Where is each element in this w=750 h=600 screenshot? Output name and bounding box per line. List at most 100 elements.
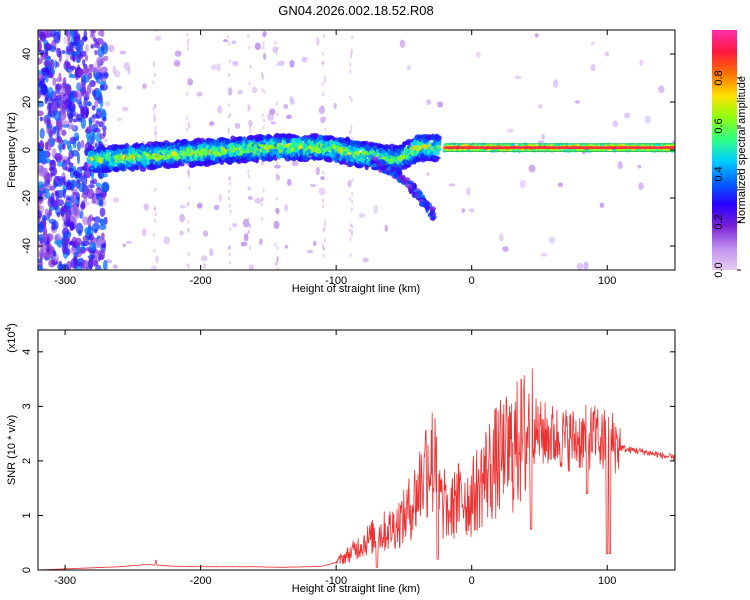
y-tick-label: 0 <box>21 567 33 573</box>
heatmap-cell <box>232 222 238 228</box>
heatmap-cell <box>87 145 95 152</box>
heatmap-cell <box>302 154 309 161</box>
heatmap-cell <box>387 170 391 174</box>
heatmap-cell <box>41 214 47 222</box>
heatmap-cell <box>89 80 96 88</box>
heatmap-cell <box>362 257 369 263</box>
heatmap-cell <box>187 169 190 174</box>
heatmap-cell <box>85 91 90 98</box>
heatmap-cell <box>413 184 417 190</box>
heatmap-cell <box>187 78 194 86</box>
heatmap-cell <box>67 31 71 42</box>
heatmap-cell <box>47 196 55 208</box>
heatmap-cell <box>43 188 50 194</box>
heatmap-cell <box>80 139 85 149</box>
heatmap-cell <box>154 104 157 109</box>
heatmap-cell <box>153 207 156 212</box>
heatmap-cell <box>61 215 67 222</box>
heatmap-cell <box>425 207 429 212</box>
heatmap-cell <box>76 141 81 151</box>
heatmap-cell <box>217 105 223 114</box>
heatmap-cell <box>276 257 279 262</box>
heatmap-cell <box>276 256 279 261</box>
heatmap-cell <box>590 63 596 72</box>
heatmap-cell <box>76 98 82 105</box>
heatmap-cell <box>260 202 263 207</box>
heatmap-cell <box>218 194 222 202</box>
heatmap-cell <box>38 40 41 50</box>
heatmap-cell <box>350 232 353 237</box>
heatmap-cell <box>323 75 326 80</box>
heatmap-cell <box>187 229 190 234</box>
colorbar-tick-label: 0.2 <box>713 214 725 229</box>
heatmap-cell <box>276 255 279 260</box>
heatmap-cell <box>201 255 208 262</box>
heatmap-cell <box>57 139 64 144</box>
heatmap-cell <box>57 263 65 270</box>
heatmap-cell <box>63 60 70 71</box>
heatmap-cell <box>272 46 278 53</box>
y-tick-label: 40 <box>21 48 33 60</box>
heatmap-cell <box>40 68 46 73</box>
heatmap-cell <box>350 207 353 212</box>
top-y-axis-label: Frequency (Hz) <box>6 112 18 188</box>
heatmap-cell <box>248 105 251 110</box>
heatmap-cell <box>248 195 251 200</box>
heatmap-cell <box>155 255 159 264</box>
heatmap-cell <box>153 113 156 118</box>
heatmap-cell <box>283 103 289 110</box>
heatmap-cell <box>54 190 58 197</box>
heatmap-cell <box>78 182 86 193</box>
x-tick-label: -200 <box>190 275 212 287</box>
heatmap-cell <box>229 181 232 186</box>
heatmap-cell <box>373 204 379 214</box>
heatmap-cell <box>101 42 109 55</box>
heatmap-cell <box>89 66 97 73</box>
heatmap-cell <box>228 244 231 249</box>
x-tick-label: -300 <box>54 275 76 287</box>
heatmap-cell <box>91 89 97 97</box>
heatmap-cell <box>263 52 267 61</box>
colorbar-tick-label: 0.0 <box>713 262 725 277</box>
heatmap-cell <box>247 174 250 179</box>
heatmap-cell <box>38 58 43 65</box>
heatmap-cell <box>254 42 261 51</box>
heatmap-cell <box>154 125 157 130</box>
heatmap-cell <box>276 160 279 165</box>
heatmap-cell <box>320 176 325 181</box>
heatmap-cell <box>274 222 277 227</box>
heatmap-cell <box>67 156 71 165</box>
heatmap-cell <box>617 160 623 170</box>
heatmap-cell <box>323 33 326 38</box>
heatmap-cell <box>49 129 53 138</box>
heatmap-cell <box>173 59 181 67</box>
heatmap-cell <box>44 97 48 104</box>
bottom-y-axis-label: SNR (10 * v/v) <box>6 415 18 485</box>
heatmap-cell <box>87 254 96 260</box>
heatmap-cell <box>227 127 230 132</box>
heatmap-cell <box>103 138 109 143</box>
heatmap-cell <box>67 145 73 152</box>
heatmap-cell <box>81 259 90 268</box>
colorbar-gradient <box>712 30 737 270</box>
bottom-x-axis-label: Height of straight line (km) <box>292 583 420 595</box>
heatmap-cell <box>333 102 337 110</box>
heatmap-cell <box>45 43 53 50</box>
heatmap-cell <box>234 122 241 129</box>
heatmap-cell <box>85 43 89 53</box>
heatmap-cell <box>247 230 250 235</box>
heatmap-cell <box>371 156 379 161</box>
heatmap-cell <box>228 189 231 194</box>
heatmap-cell <box>44 172 49 184</box>
heatmap-cell <box>53 110 62 122</box>
heatmap-cell <box>91 123 99 133</box>
heatmap-cell <box>38 265 44 270</box>
heatmap-cell <box>348 228 351 233</box>
snr-frame <box>37 329 676 571</box>
heatmap-cell <box>417 189 423 196</box>
heatmap-cell <box>102 116 107 122</box>
heatmap-cell <box>541 252 547 257</box>
heatmap-cell <box>98 199 104 207</box>
heatmap-cell <box>39 116 43 122</box>
heatmap-cell <box>153 116 156 121</box>
